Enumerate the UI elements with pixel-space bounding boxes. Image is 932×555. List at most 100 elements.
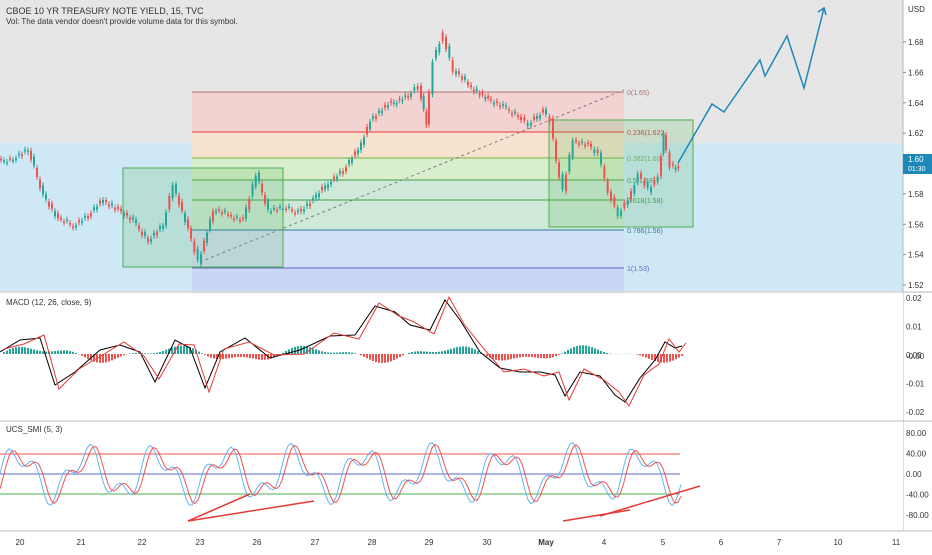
macd-hist-bar xyxy=(462,346,464,354)
candle-body xyxy=(637,174,639,182)
macd-hist-bar xyxy=(555,354,557,356)
macd-hist-bar xyxy=(75,353,77,354)
candle-body xyxy=(15,158,17,160)
macd-hist-bar xyxy=(159,352,161,354)
candle-body xyxy=(545,109,547,114)
macd-hist-bar xyxy=(387,354,389,362)
macd-hist-bar xyxy=(87,354,89,359)
macd-hist-bar xyxy=(108,354,110,361)
candle-body xyxy=(42,185,44,194)
macd-hist-bar xyxy=(258,354,260,360)
macd-hist-bar xyxy=(3,352,5,354)
candle-body xyxy=(21,154,23,156)
candle-body xyxy=(153,233,155,236)
macd-hist-bar xyxy=(315,349,317,354)
macd-background xyxy=(0,292,903,420)
time-label: 29 xyxy=(425,538,434,547)
macd-hist-bar xyxy=(552,354,554,357)
candle-body xyxy=(233,218,235,220)
candle-body xyxy=(306,204,308,206)
candle-body xyxy=(324,186,326,190)
macd-hist-bar xyxy=(681,354,683,356)
macd-hist-bar xyxy=(213,354,215,359)
time-label: 30 xyxy=(483,538,492,547)
macd-hist-bar xyxy=(585,346,587,354)
candle-body xyxy=(555,141,557,161)
candle-body xyxy=(517,115,519,117)
candle-body xyxy=(423,96,425,109)
macd-pane[interactable]: MACD (12, 26, close, 9) 0.020.010.00-0.0… xyxy=(0,292,932,420)
candle-body xyxy=(413,87,415,90)
time-label: 28 xyxy=(368,538,377,547)
macd-hist-bar xyxy=(261,354,263,360)
candle-body xyxy=(267,201,269,210)
macd-hist-bar xyxy=(183,346,185,354)
macd-hist-bar xyxy=(12,348,14,354)
candle-body xyxy=(581,141,583,143)
candle-body xyxy=(530,123,532,126)
price-pane[interactable]: 0(1.65)0.236(1.62)0.382(1.60)0.5(1.59)0.… xyxy=(0,0,903,291)
macd-hist-bar xyxy=(495,354,497,360)
macd-hist-bar xyxy=(42,351,44,354)
candle-body xyxy=(584,145,586,147)
macd-hist-bar xyxy=(225,354,227,359)
candle-body xyxy=(643,181,645,186)
candle-body xyxy=(102,200,104,203)
time-label: 26 xyxy=(253,538,262,547)
candle-body xyxy=(215,211,217,213)
macd-hist-bar xyxy=(534,354,536,357)
macd-hist-bar xyxy=(444,351,446,354)
candle-body xyxy=(206,233,208,243)
macd-hist-bar xyxy=(228,354,230,358)
macd-hist-bar xyxy=(510,354,512,359)
smi-tick-label: 40.00 xyxy=(906,450,927,459)
candle-body xyxy=(514,112,516,114)
candle-body xyxy=(282,209,284,211)
candle-body xyxy=(84,216,86,218)
candle-body xyxy=(123,214,125,216)
macd-tick-label: 0.01 xyxy=(906,323,922,332)
candle-body xyxy=(270,211,272,213)
candle-body xyxy=(375,116,377,119)
candle-body xyxy=(505,106,507,108)
candle-body xyxy=(617,208,619,216)
macd-hist-bar xyxy=(390,354,392,361)
candle-body xyxy=(221,213,223,215)
candle-body xyxy=(339,171,341,173)
macd-hist-bar xyxy=(603,352,605,354)
time-label: 21 xyxy=(77,538,86,547)
candle-body xyxy=(48,202,50,207)
candle-body xyxy=(502,104,504,106)
smi-pane[interactable]: UCS_SMI (5, 3) 80.0040.000.00-40.00-80.0… xyxy=(0,421,932,531)
macd-hist-bar xyxy=(255,354,257,359)
macd-hist-bar xyxy=(210,354,212,358)
macd-hist-bar xyxy=(669,354,671,362)
macd-label: MACD (12, 26, close, 9) xyxy=(6,298,92,307)
macd-hist-bar xyxy=(363,354,365,357)
macd-hist-bar xyxy=(318,350,320,354)
macd-hist-bar xyxy=(144,353,146,354)
candle-body xyxy=(126,213,128,215)
smi-label: UCS_SMI (5, 3) xyxy=(6,425,63,434)
macd-hist-bar xyxy=(156,353,158,354)
candle-body xyxy=(242,218,244,220)
candle-body xyxy=(54,211,56,216)
macd-hist-bar xyxy=(435,352,437,354)
candle-body xyxy=(105,200,107,202)
macd-hist-bar xyxy=(114,354,116,359)
price-axis[interactable]: USD 1.681.661.641.621.601.581.561.541.52… xyxy=(903,0,932,540)
candle-body xyxy=(435,50,437,58)
candle-body xyxy=(203,241,205,251)
candle-body xyxy=(27,151,29,153)
candle-body xyxy=(193,241,195,252)
macd-hist-bar xyxy=(663,354,665,363)
macd-hist-bar xyxy=(15,347,17,354)
candle-body xyxy=(96,207,98,210)
candle-body xyxy=(108,204,110,206)
macd-tick-label: -0.01 xyxy=(906,380,925,389)
macd-hist-bar xyxy=(24,347,26,354)
candle-body xyxy=(144,232,146,236)
candle-body xyxy=(132,217,134,219)
